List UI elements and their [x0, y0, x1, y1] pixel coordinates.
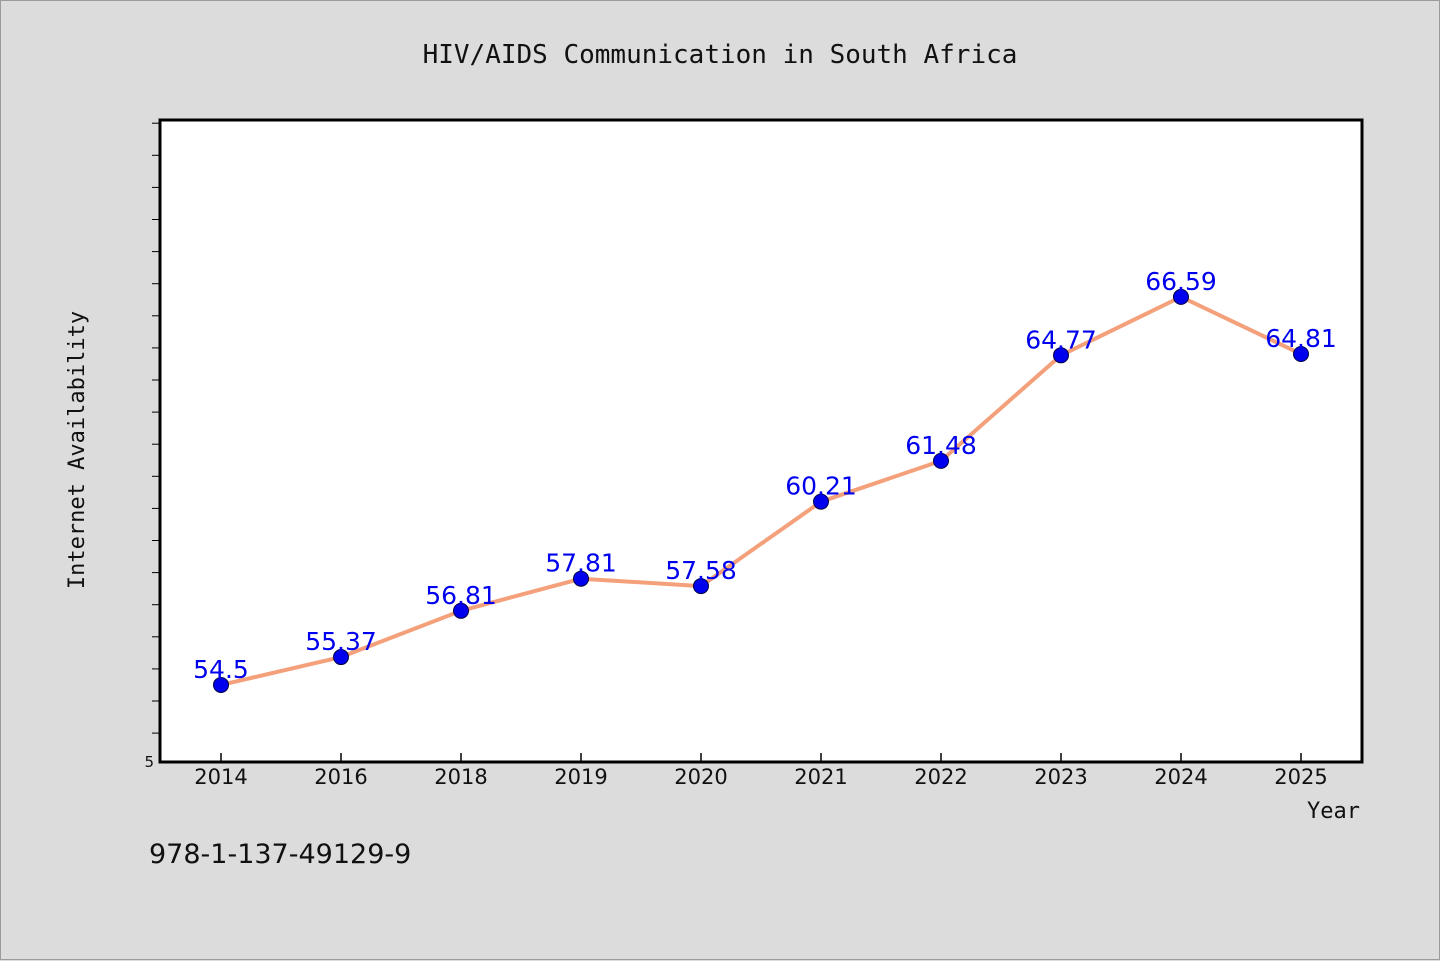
data-point-2016 — [333, 649, 349, 666]
data-label-2025: 64.81 — [1265, 324, 1337, 353]
data-label-2023: 64.77 — [1025, 325, 1097, 354]
series-line — [220, 294, 1302, 687]
x-tick-label-2014: 2014 — [194, 765, 247, 789]
data-point-2021 — [813, 493, 829, 510]
x-tick-label-2025: 2025 — [1274, 765, 1327, 789]
x-tick-label-2016: 2016 — [314, 765, 367, 789]
data-label-2019: 57.81 — [545, 549, 617, 578]
data-label-2018: 56.81 — [425, 581, 497, 610]
chart-title: HIV/AIDS Communication in South Africa — [423, 40, 1018, 70]
footer-isbn: 978-1-137-49129-9 — [149, 839, 411, 870]
data-point-2020 — [693, 578, 709, 595]
data-label-2021: 60.21 — [785, 472, 857, 501]
data-label-2020: 57.58 — [665, 556, 737, 585]
x-axis-ticks: 2014 2016 2018 2019 2020 2021 2022 2023 2024 2025 — [194, 753, 1328, 789]
y-tick-label-0: 5 — [144, 753, 154, 771]
x-tick-label-2019: 2019 — [554, 765, 607, 789]
data-point-2025 — [1293, 346, 1309, 363]
x-tick-label-2020: 2020 — [674, 765, 727, 789]
data-label-2024: 66.59 — [1145, 267, 1217, 296]
data-markers — [213, 288, 1309, 693]
data-label-2022: 61.48 — [905, 431, 977, 460]
data-label-2016: 55.37 — [305, 627, 377, 656]
data-point-2024 — [1173, 288, 1189, 305]
x-tick-label-2023: 2023 — [1034, 765, 1087, 789]
data-point-2022 — [933, 452, 949, 469]
data-label-2014: 54.5 — [193, 655, 249, 684]
x-tick-label-2018: 2018 — [434, 765, 487, 789]
data-labels: 54.5 55.37 56.81 57.81 57.58 60.21 61.48 64.77 6… — [193, 267, 1337, 684]
data-point-2014 — [213, 676, 229, 693]
data-point-2019 — [573, 570, 589, 587]
x-axis-label: Year — [1307, 799, 1360, 824]
x-tick-label-2024: 2024 — [1154, 765, 1207, 789]
x-tick-label-2021: 2021 — [794, 765, 847, 789]
data-point-2018 — [453, 602, 469, 619]
data-point-2023 — [1053, 347, 1069, 364]
y-axis-ticks: 5 — [144, 122, 160, 771]
x-tick-label-2022: 2022 — [914, 765, 967, 789]
y-axis-label: Internet Availability — [65, 311, 90, 589]
plot-area — [158, 118, 1364, 764]
